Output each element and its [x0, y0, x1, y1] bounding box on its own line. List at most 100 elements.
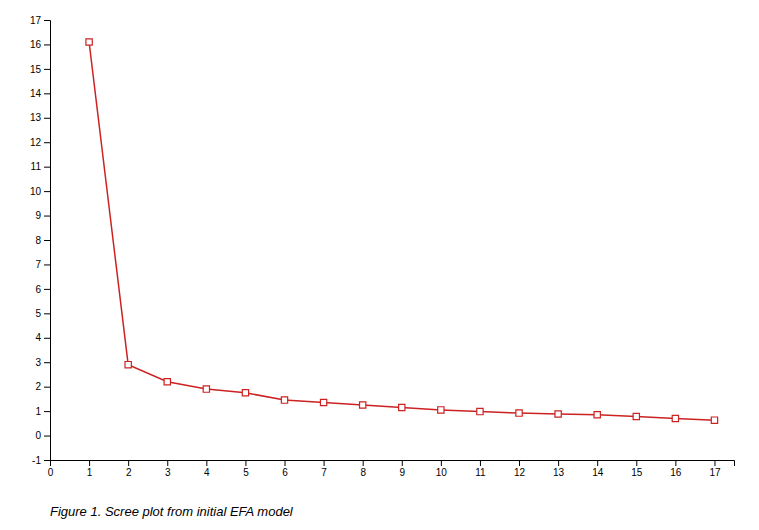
y-tick-mark [44, 289, 50, 290]
x-tick: 1 [87, 460, 93, 478]
y-tick-label: 12 [30, 137, 42, 148]
x-tick: 11 [475, 460, 486, 478]
point [594, 412, 600, 418]
y-tick: 10 [30, 186, 50, 197]
x-tick-label: 12 [514, 467, 526, 478]
plot-area: 01234567891011121314151617-1012345678910… [30, 15, 735, 478]
x-tick-label: 2 [126, 467, 132, 478]
x-tick: 13 [553, 460, 565, 478]
y-tick-mark [44, 264, 50, 265]
point [633, 413, 639, 419]
y-tick-label: 3 [35, 357, 41, 368]
x-tick-mark [324, 460, 325, 466]
y-tick-mark [44, 20, 50, 21]
y-tick-mark [44, 338, 50, 339]
y-tick-mark [44, 93, 50, 94]
y-tick-label: 15 [30, 64, 42, 75]
y-tick: -1 [32, 455, 50, 466]
x-tick-mark [402, 460, 403, 466]
x-tick: 5 [243, 460, 249, 478]
y-tick-mark [44, 436, 50, 437]
x-tick: 0 [48, 460, 54, 478]
x-tick-mark [519, 460, 520, 466]
y-tick: 5 [35, 308, 50, 319]
x-tick: 7 [321, 460, 327, 478]
y-tick-label: 6 [35, 284, 41, 295]
y-tick-mark [44, 191, 50, 192]
y-tick-mark [44, 411, 50, 412]
y-tick-label: 13 [30, 112, 42, 123]
y-tick-mark [44, 142, 50, 143]
y-tick-label: 14 [30, 88, 42, 99]
point [86, 39, 92, 45]
y-tick: 16 [30, 39, 50, 50]
point [360, 402, 366, 408]
y-tick: 8 [35, 235, 50, 246]
x-tick-mark [480, 460, 481, 466]
x-tick: 8 [360, 460, 366, 478]
x-tick-label: 13 [553, 467, 565, 478]
y-tick-mark [44, 69, 50, 70]
y-tick: 11 [31, 161, 50, 172]
y-tick-label: 5 [35, 308, 41, 319]
point [203, 386, 209, 392]
y-tick-label: 10 [30, 186, 42, 197]
y-tick-mark [44, 362, 50, 363]
x-tick-label: 1 [87, 467, 93, 478]
x-tick-label: 6 [282, 467, 288, 478]
y-tick-label: -1 [32, 455, 41, 466]
y-axis-line [44, 21, 51, 461]
y-tick: 2 [35, 381, 50, 392]
x-tick: 6 [282, 460, 288, 478]
y-tick: 6 [35, 284, 50, 295]
y-tick-mark [44, 167, 50, 168]
x-tick-label: 17 [709, 467, 721, 478]
y-tick: 14 [30, 88, 50, 99]
x-tick-label: 3 [165, 467, 171, 478]
y-tick-mark [44, 216, 50, 217]
x-tick: 10 [436, 460, 448, 478]
title: Figure 1. Scree plot from initial EFA mo… [50, 504, 294, 519]
x-tick-label: 16 [670, 467, 682, 478]
line [89, 42, 714, 420]
x-tick-label: 11 [475, 467, 486, 478]
x-tick-mark [206, 460, 207, 466]
point [477, 408, 483, 414]
x-tick: 3 [165, 460, 171, 478]
point [399, 404, 405, 410]
x-tick-mark [363, 460, 364, 466]
x-tick: 9 [399, 460, 405, 478]
x-tick-mark [128, 460, 129, 466]
x-tick-label: 4 [204, 467, 210, 478]
y-tick: 1 [35, 406, 50, 417]
y-tick-label: 17 [30, 15, 42, 26]
x-tick-mark [167, 460, 168, 466]
y-tick-label: 4 [35, 332, 41, 343]
x-tick-label: 0 [48, 467, 54, 478]
y-tick-label: 9 [35, 210, 41, 221]
x-axis-line [51, 461, 735, 467]
x-tick: 4 [204, 460, 210, 478]
x-axis: 01234567891011121314151617 [48, 460, 735, 478]
y-tick-label: 0 [35, 430, 41, 441]
point [164, 379, 170, 385]
x-tick-label: 5 [243, 467, 249, 478]
point [281, 397, 287, 403]
point [672, 415, 678, 421]
y-tick-label: 8 [35, 235, 41, 246]
point [711, 417, 717, 423]
y-tick-mark [44, 313, 50, 314]
y-tick: 15 [30, 64, 50, 75]
x-tick-label: 10 [436, 467, 448, 478]
x-tick-mark [89, 460, 90, 466]
chart: 01234567891011121314151617-1012345678910… [0, 0, 759, 530]
y-tick: 13 [30, 112, 50, 123]
point [125, 362, 131, 368]
x-tick-label: 9 [399, 467, 405, 478]
y-tick: 0 [35, 430, 50, 441]
y-tick: 7 [35, 259, 50, 270]
point [555, 411, 561, 417]
point [242, 390, 248, 396]
x-tick-mark [558, 460, 559, 466]
x-tick-mark [675, 460, 676, 466]
